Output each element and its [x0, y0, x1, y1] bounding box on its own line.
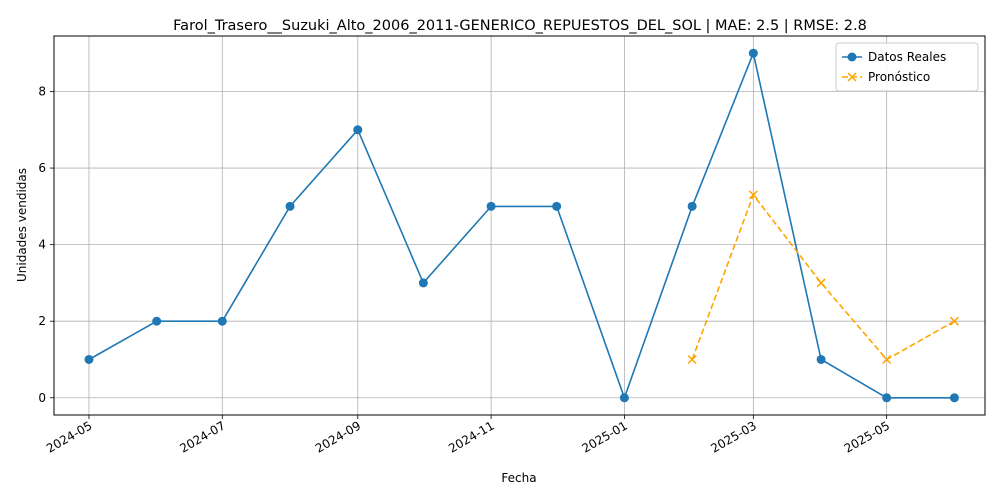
- series-layer: [84, 48, 959, 403]
- data-point: [882, 354, 892, 365]
- data-point: [816, 278, 826, 288]
- data-point: [552, 201, 562, 211]
- y-tick-label: 4: [38, 238, 46, 252]
- x-axis-title: Fecha: [501, 471, 536, 485]
- x-tick-label: 2025-01: [579, 418, 629, 455]
- data-point: [748, 190, 758, 200]
- y-tick-label: 2: [38, 314, 46, 328]
- legend-label: Datos Reales: [868, 50, 946, 64]
- data-point: [619, 393, 629, 403]
- y-tick-label: 8: [38, 85, 46, 99]
- y-axis-title: Unidades vendidas: [15, 168, 29, 282]
- series-line: [691, 193, 955, 361]
- data-point: [949, 393, 959, 403]
- x-axis: 2024-05 2024-07 2024-09 2024-11 2025-01 2025-…: [44, 415, 892, 456]
- x-tick-label: 2024-05: [44, 418, 94, 455]
- data-point: [285, 201, 295, 211]
- chart-title: Farol_Trasero__Suzuki_Alto_2006_2011-GEN…: [173, 18, 867, 34]
- x-tick-label: 2024-09: [313, 418, 363, 455]
- legend-item: Pronóstico: [842, 70, 930, 84]
- series-2: [687, 190, 959, 365]
- x-tick-label: 2024-11: [446, 418, 496, 455]
- legend-box: [835, 42, 979, 92]
- data-point: [882, 393, 892, 403]
- series-line: [88, 50, 955, 401]
- y-tick-label: 0: [38, 391, 46, 405]
- legend-marker: [847, 72, 857, 82]
- data-point: [748, 48, 758, 58]
- data-point: [418, 278, 428, 288]
- data-point: [217, 316, 227, 326]
- series-1: [84, 48, 959, 403]
- legend: Datos Reales Pronóstico: [835, 42, 979, 92]
- data-point: [687, 354, 697, 365]
- data-point: [816, 354, 826, 364]
- x-tick-label: 2025-05: [842, 418, 892, 455]
- plot-frame: [53, 35, 986, 416]
- legend-label: Pronóstico: [868, 70, 930, 84]
- y-axis: 0 2 4 6 8: [38, 85, 54, 405]
- data-point: [84, 354, 94, 364]
- legend-item: Datos Reales: [842, 50, 946, 64]
- legend-marker: [847, 52, 857, 62]
- data-point: [486, 201, 496, 211]
- x-tick-label: 2024-07: [177, 418, 227, 455]
- x-tick-label: 2025-03: [708, 418, 758, 455]
- grid-lines: [54, 36, 985, 415]
- y-tick-label: 6: [38, 161, 46, 175]
- data-point: [687, 201, 697, 211]
- data-point: [152, 316, 162, 326]
- data-point: [949, 316, 959, 326]
- data-point: [353, 125, 363, 135]
